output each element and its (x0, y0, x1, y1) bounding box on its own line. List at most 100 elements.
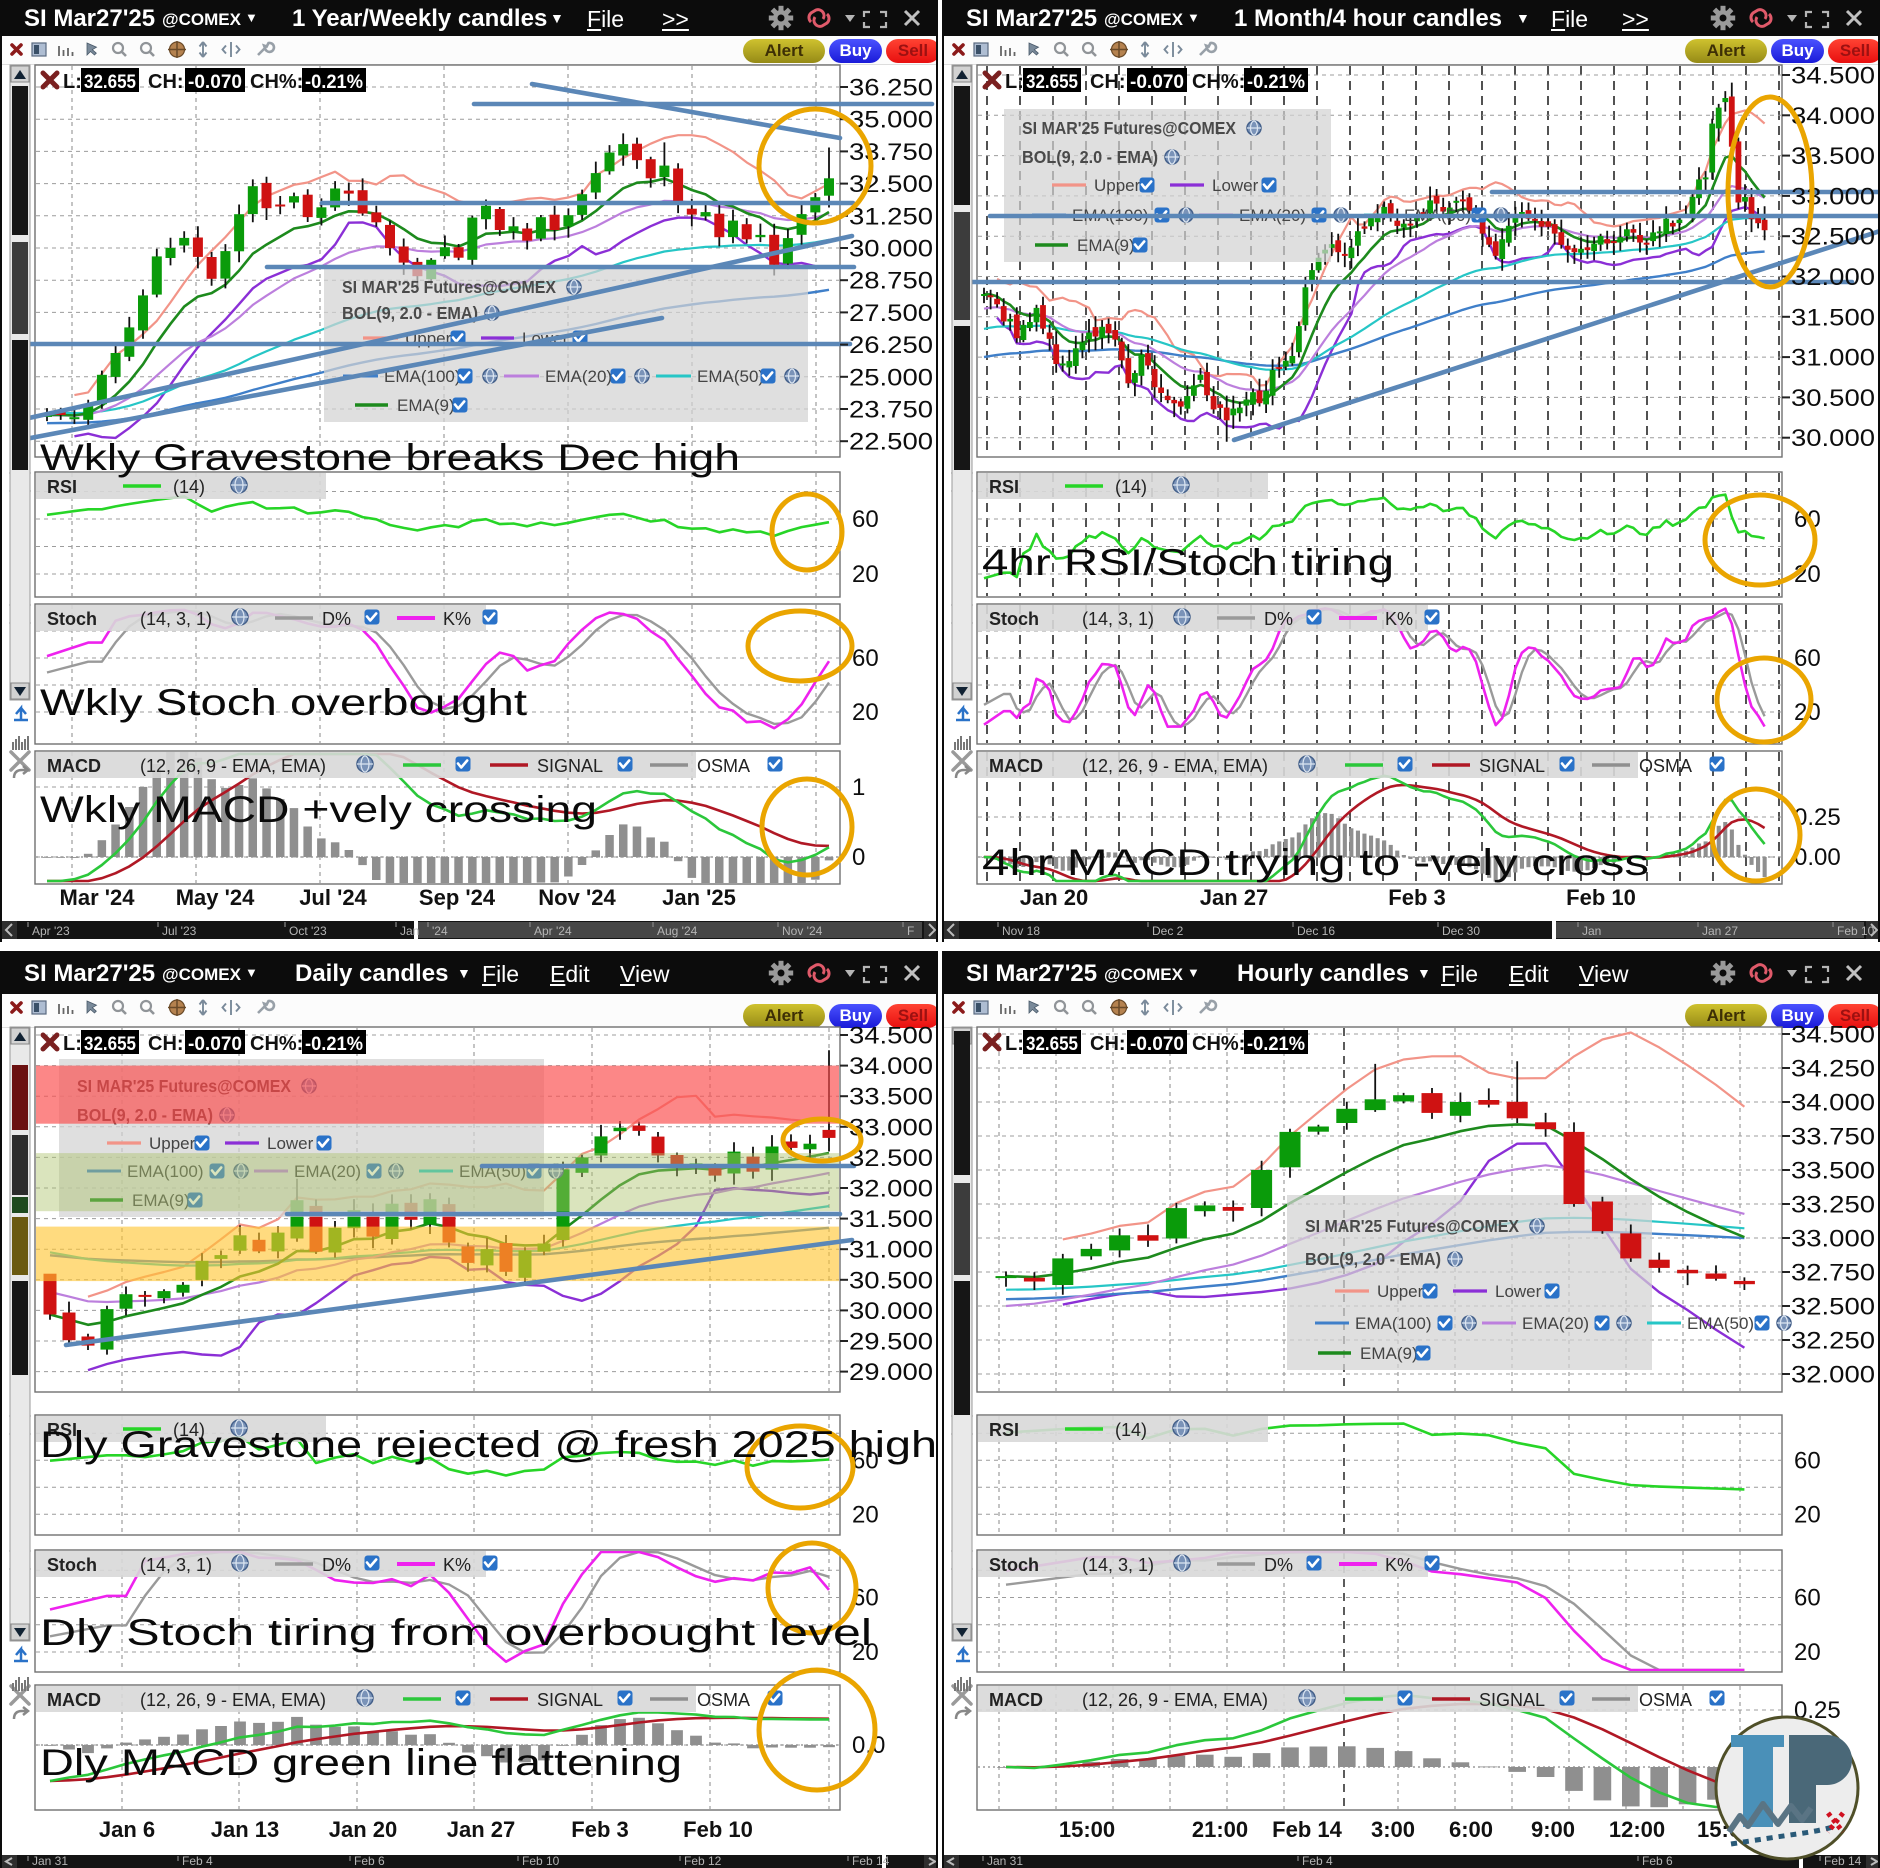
svg-text:20: 20 (1794, 1501, 1821, 1528)
svg-text:Feb 4: Feb 4 (182, 1854, 213, 1868)
svg-text:33.750: 33.750 (849, 139, 933, 166)
svg-text:CH:: CH: (1090, 1033, 1126, 1055)
svg-text:32.500: 32.500 (1791, 1294, 1875, 1321)
svg-text:32.750: 32.750 (1791, 1260, 1875, 1287)
svg-text:MACD: MACD (47, 1690, 101, 1710)
svg-text:15:00: 15:00 (1059, 1817, 1115, 1842)
svg-text:CH%:: CH%: (1192, 71, 1245, 93)
svg-text:60: 60 (852, 645, 879, 672)
svg-text:(12, 26, 9 - EMA, EMA): (12, 26, 9 - EMA, EMA) (1082, 756, 1268, 776)
svg-text:CH:: CH: (1090, 71, 1126, 93)
svg-text:Feb 10: Feb 10 (1566, 885, 1636, 910)
svg-text:Jan 20: Jan 20 (1020, 885, 1089, 910)
svg-text:'24: '24 (432, 924, 448, 938)
svg-text:32.655: 32.655 (1026, 1034, 1078, 1055)
svg-text:30.500: 30.500 (849, 1267, 933, 1294)
svg-text:K%: K% (1385, 609, 1413, 629)
svg-text:CH%:: CH%: (250, 71, 303, 93)
svg-text:Feb 4: Feb 4 (1302, 1854, 1333, 1868)
svg-text:36.250: 36.250 (849, 75, 933, 102)
svg-text:34.500: 34.500 (1791, 1022, 1875, 1049)
svg-text:OSMA: OSMA (697, 756, 750, 776)
svg-text:32.250: 32.250 (1791, 1328, 1875, 1355)
svg-text:-0.070: -0.070 (1130, 1034, 1184, 1055)
svg-text:60: 60 (852, 506, 879, 533)
svg-text:Jan 31: Jan 31 (987, 1854, 1023, 1868)
svg-text:(14): (14) (1115, 477, 1147, 497)
svg-text:MACD: MACD (47, 756, 101, 776)
svg-text:OSMA: OSMA (1639, 756, 1692, 776)
svg-text:32.000: 32.000 (849, 1176, 933, 1203)
svg-text:Oct '23: Oct '23 (289, 924, 327, 938)
svg-text:Jan '25: Jan '25 (662, 885, 736, 910)
svg-text:Stoch: Stoch (47, 1555, 97, 1575)
svg-text:Nov '24: Nov '24 (538, 885, 616, 910)
svg-text:33.750: 33.750 (1791, 1124, 1875, 1151)
svg-text:Stoch: Stoch (989, 609, 1039, 629)
svg-text:(14): (14) (173, 1420, 205, 1440)
svg-text:32.500: 32.500 (849, 1145, 933, 1172)
svg-text:(14, 3, 1): (14, 3, 1) (1082, 609, 1154, 629)
svg-text:35.000: 35.000 (849, 107, 933, 134)
svg-text:Jan: Jan (1582, 924, 1601, 938)
svg-text:3:00: 3:00 (1371, 1817, 1415, 1842)
svg-text:20: 20 (852, 699, 879, 726)
svg-text:BOL(9, 2.0 - EMA): BOL(9, 2.0 - EMA) (1305, 1249, 1441, 1269)
svg-text:(14): (14) (1115, 1420, 1147, 1440)
svg-text:Jan 6: Jan 6 (99, 1817, 155, 1842)
svg-text:(14, 3, 1): (14, 3, 1) (140, 609, 212, 629)
svg-text:K%: K% (443, 609, 471, 629)
svg-text:Wkly Stoch overbought: Wkly Stoch overbought (40, 681, 528, 723)
svg-text:EMA(20): EMA(20) (545, 367, 612, 386)
svg-text:4hr MACD trying to -vely cross: 4hr MACD trying to -vely cross (982, 841, 1649, 883)
svg-text:RSI: RSI (989, 1420, 1019, 1440)
svg-text:Feb 14: Feb 14 (852, 1854, 890, 1868)
svg-text:34.250: 34.250 (1791, 1056, 1875, 1083)
svg-text:0.00: 0.00 (1794, 844, 1841, 871)
svg-text:Wkly MACD +vely crossing: Wkly MACD +vely crossing (40, 788, 597, 830)
svg-text:60: 60 (852, 1447, 879, 1474)
svg-text:RSI: RSI (47, 1420, 77, 1440)
svg-text:D%: D% (1264, 1555, 1293, 1575)
svg-text:EMA(50): EMA(50) (1687, 1314, 1754, 1333)
svg-text:20: 20 (852, 561, 879, 588)
svg-text:34.000: 34.000 (1791, 1090, 1875, 1117)
svg-text:CH:: CH: (148, 1033, 184, 1055)
svg-text:33.500: 33.500 (1791, 143, 1875, 170)
svg-text:K%: K% (443, 1555, 471, 1575)
svg-text:31.000: 31.000 (849, 1237, 933, 1264)
svg-text:L:: L: (63, 71, 82, 93)
svg-text:Stoch: Stoch (989, 1555, 1039, 1575)
svg-text:23.750: 23.750 (849, 397, 933, 424)
svg-text:32.000: 32.000 (1791, 1362, 1875, 1389)
svg-text:Jan 27: Jan 27 (1702, 924, 1738, 938)
svg-text:21:00: 21:00 (1192, 1817, 1248, 1842)
svg-text:Dly Gravestone rejected @ fres: Dly Gravestone rejected @ fresh 2025 hig… (40, 1423, 937, 1465)
svg-text:RSI: RSI (989, 477, 1019, 497)
svg-text:33.500: 33.500 (1791, 1158, 1875, 1185)
svg-text:30.000: 30.000 (1791, 425, 1875, 452)
svg-text:32.655: 32.655 (1026, 72, 1078, 93)
svg-text:SIGNAL: SIGNAL (537, 1690, 603, 1710)
svg-text:EMA(100): EMA(100) (1355, 1314, 1432, 1333)
svg-text:30.500: 30.500 (1791, 385, 1875, 412)
svg-text:20: 20 (1794, 1639, 1821, 1666)
svg-text:6:00: 6:00 (1449, 1817, 1493, 1842)
svg-text:Feb 12: Feb 12 (684, 1854, 722, 1868)
svg-text:34.000: 34.000 (1791, 103, 1875, 130)
svg-text:EMA(20): EMA(20) (1522, 1314, 1589, 1333)
svg-text:34.000: 34.000 (849, 1053, 933, 1080)
svg-text:31.250: 31.250 (849, 203, 933, 230)
svg-text:Feb 3: Feb 3 (1388, 885, 1445, 910)
svg-text:Jan 31: Jan 31 (32, 1854, 68, 1868)
svg-text:L:: L: (1005, 1033, 1024, 1055)
svg-text:SIGNAL: SIGNAL (537, 756, 603, 776)
svg-text:(14): (14) (173, 477, 205, 497)
svg-text:Sep '24: Sep '24 (419, 885, 496, 910)
svg-text:MACD: MACD (989, 1690, 1043, 1710)
svg-text:CH:: CH: (148, 71, 184, 93)
svg-text:Lower: Lower (267, 1134, 314, 1153)
svg-text:EMA(100): EMA(100) (384, 367, 461, 386)
svg-text:(14, 3, 1): (14, 3, 1) (140, 1555, 212, 1575)
svg-text:(12, 26, 9 - EMA, EMA): (12, 26, 9 - EMA, EMA) (140, 756, 326, 776)
